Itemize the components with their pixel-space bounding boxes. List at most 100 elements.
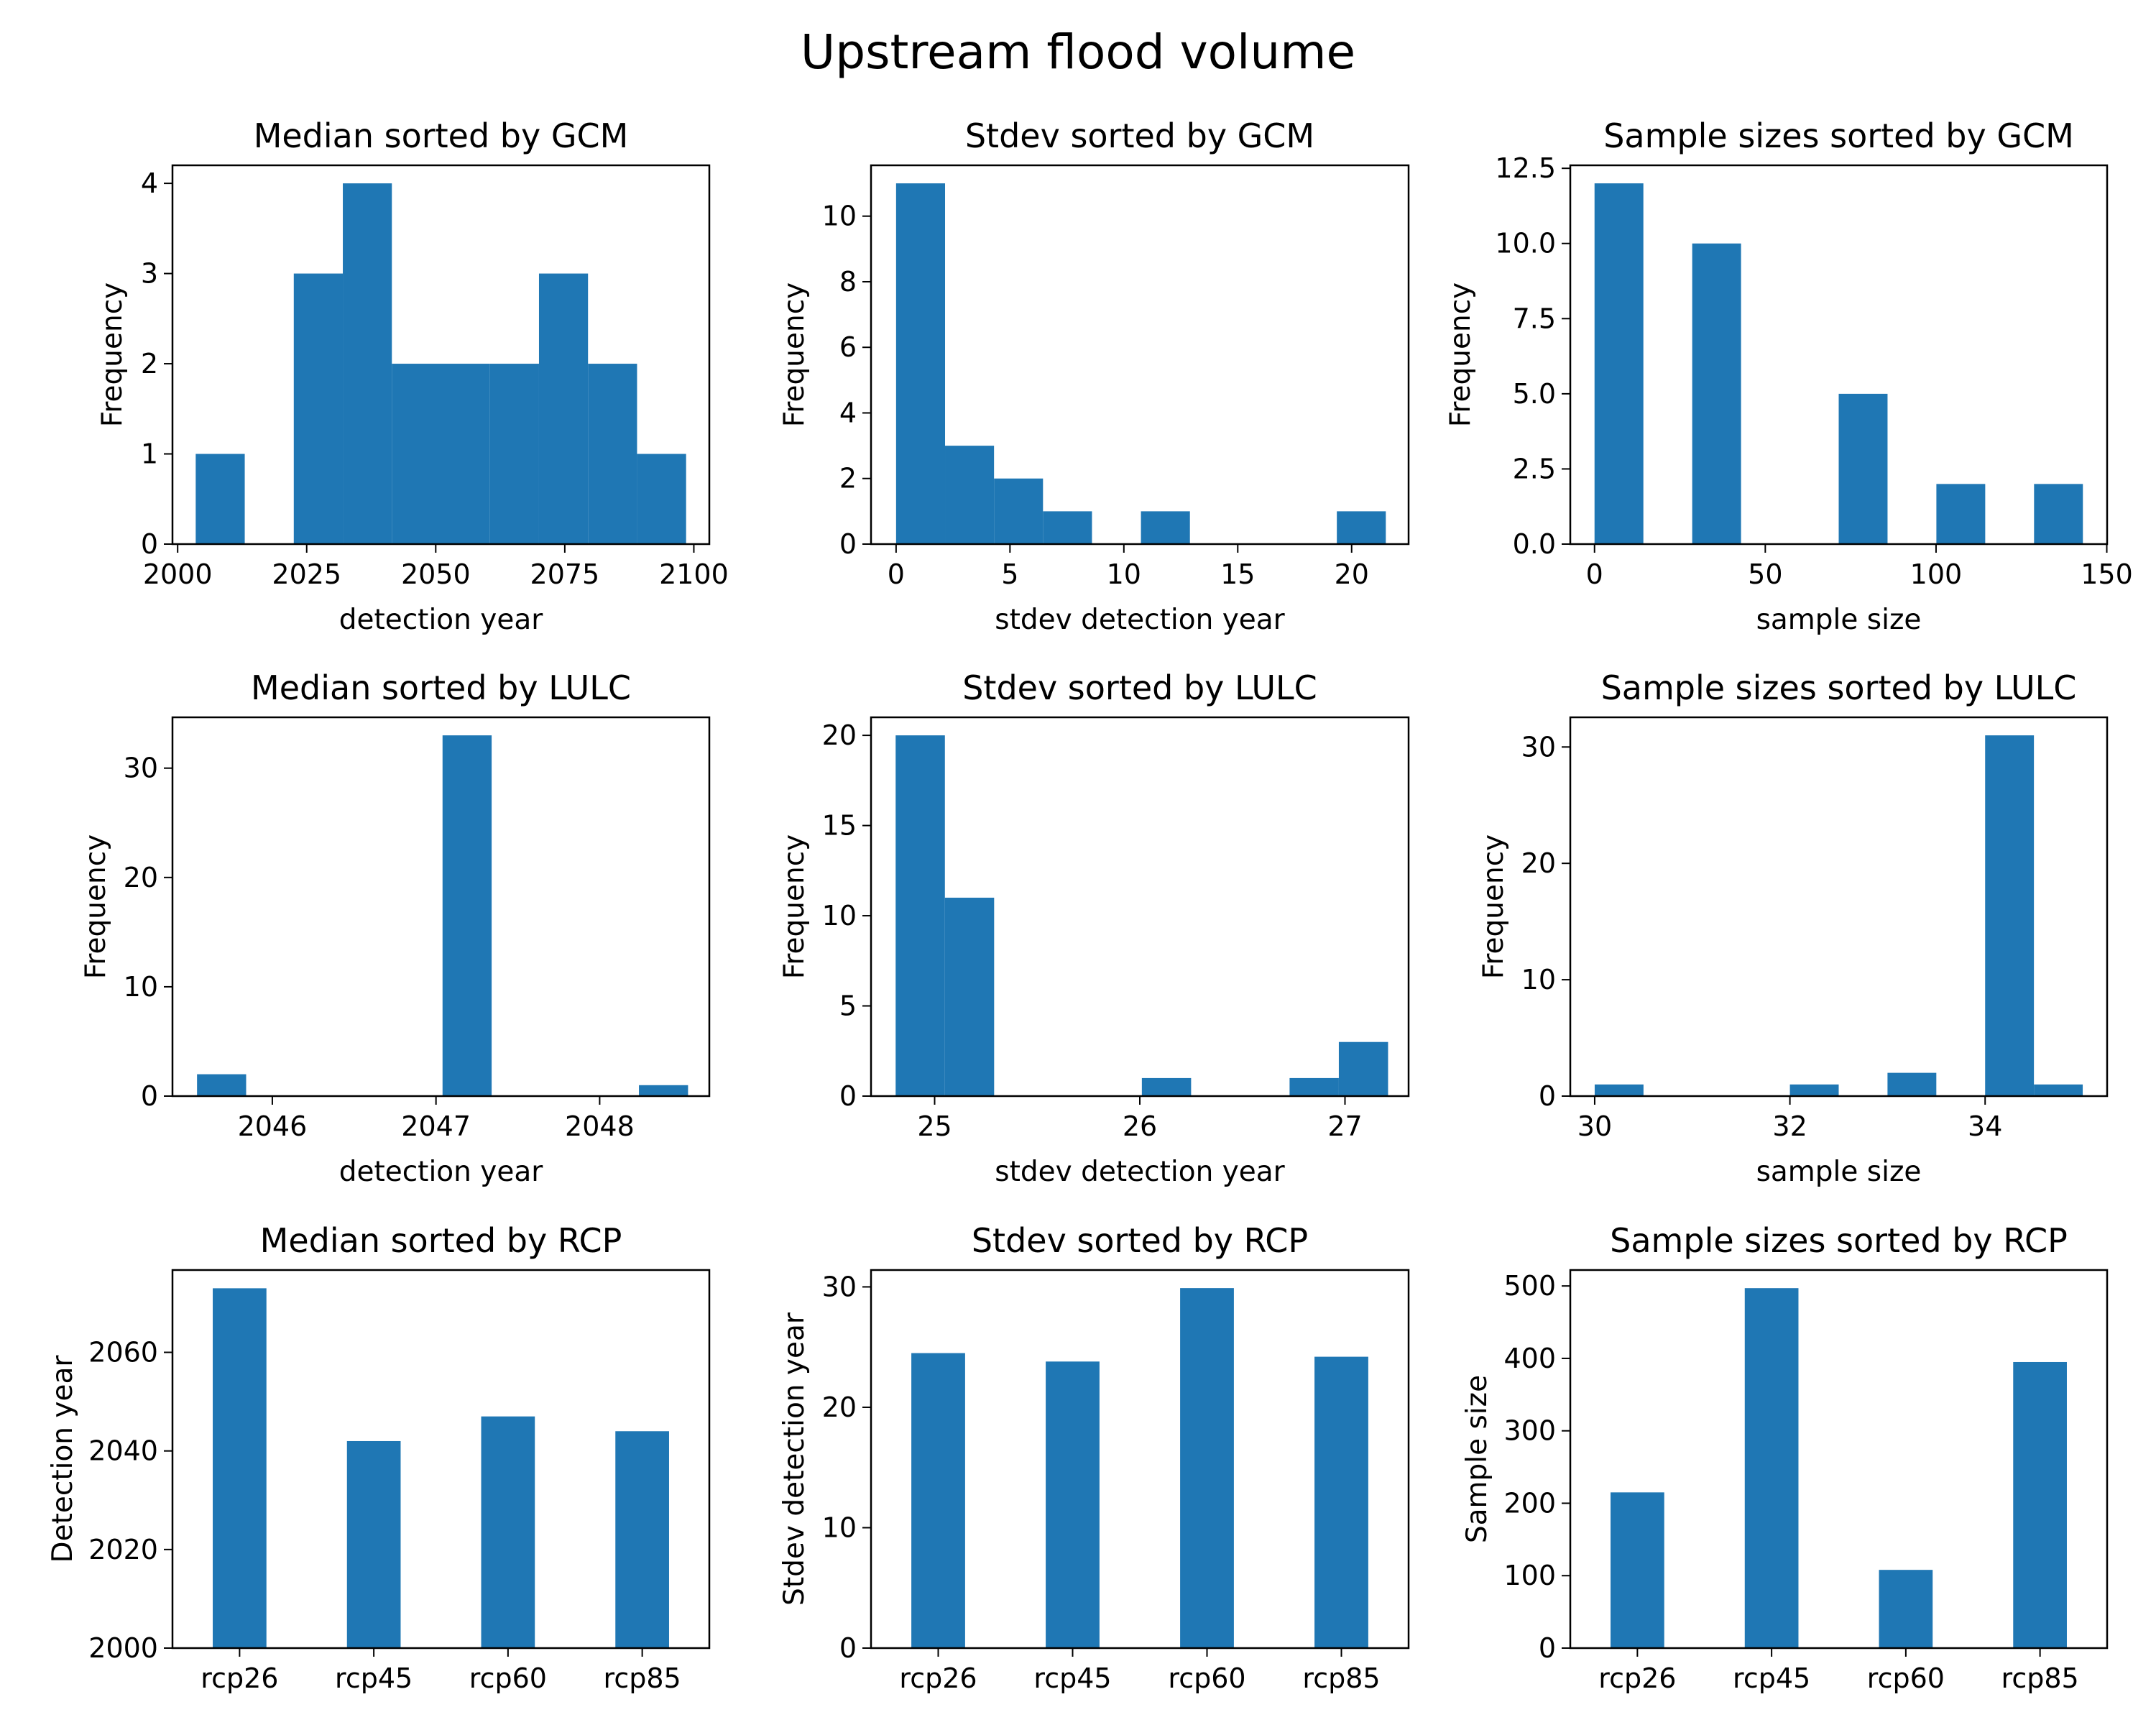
- y-tick-label: 1: [141, 438, 158, 470]
- histogram-bar: [1289, 1077, 1339, 1096]
- histogram-bar: [588, 364, 637, 544]
- y-tick-label: 2020: [88, 1534, 158, 1565]
- x-tick-label: 5: [1001, 558, 1018, 590]
- y-tick-label: 10: [124, 971, 158, 1003]
- y-axis-label: Sample size: [1461, 1375, 1493, 1543]
- histogram-bar: [1692, 243, 1741, 544]
- y-tick-label: 15: [822, 810, 857, 842]
- y-tick-label: 0: [1539, 1632, 1556, 1664]
- y-tick-label: 400: [1503, 1343, 1556, 1374]
- bar: [1046, 1361, 1100, 1648]
- y-axis-label: Frequency: [80, 834, 112, 979]
- y-tick-label: 100: [1503, 1560, 1556, 1591]
- x-tick-label: 2025: [272, 558, 341, 590]
- y-tick-label: 0: [839, 528, 857, 560]
- x-tick-label: rcp60: [469, 1662, 547, 1694]
- x-axis-label: stdev detection year: [995, 604, 1285, 636]
- subplot-6: 30 32 34 0 10 20 30 Sample sizes sorted by LULC…: [1478, 668, 2109, 1188]
- histogram-bar: [392, 364, 441, 544]
- x-tick-label: rcp45: [1733, 1662, 1810, 1694]
- histogram-bar: [343, 183, 392, 544]
- x-tick-label: rcp26: [1598, 1662, 1676, 1694]
- subplot-title: Stdev sorted by GCM: [965, 116, 1314, 155]
- y-tick-label: 3: [141, 258, 158, 290]
- x-axis-label: detection year: [339, 1156, 544, 1188]
- y-tick-label: 30: [822, 1271, 857, 1302]
- y-tick-label: 0: [1539, 1080, 1556, 1112]
- y-axis-label: Frequency: [96, 282, 129, 427]
- subplot-title: Stdev sorted by LULC: [962, 668, 1317, 707]
- bar: [1314, 1356, 1368, 1648]
- axes-frame: [870, 716, 1410, 1098]
- bar: [213, 1288, 267, 1648]
- y-axis-label: Frequency: [1445, 282, 1477, 427]
- y-tick-label: 2.5: [1513, 453, 1556, 484]
- y-axis-label: Detection year: [47, 1355, 79, 1563]
- x-axis-label: sample size: [1756, 1156, 1922, 1188]
- bar: [615, 1431, 669, 1648]
- histogram-bar: [1338, 1041, 1388, 1096]
- x-tick-label: rcp26: [201, 1662, 278, 1694]
- subplot-7: rcp26 rcp45 rcp60 rcp85 2000 2020 2040 2060 Medi…: [47, 1221, 711, 1694]
- y-tick-label: 2: [141, 348, 158, 380]
- y-tick-label: 20: [822, 719, 857, 751]
- histogram-bar: [293, 273, 344, 544]
- y-tick-label: 2060: [88, 1337, 158, 1368]
- subplot-title: Sample sizes sorted by LULC: [1601, 668, 2077, 707]
- y-tick-label: 5: [839, 990, 857, 1022]
- histogram-bar: [639, 1085, 688, 1096]
- histogram-bar: [945, 446, 995, 544]
- histogram-bar: [1887, 1072, 1937, 1096]
- histogram-bar: [1985, 735, 2035, 1096]
- y-tick-label: 0: [839, 1632, 857, 1664]
- y-tick-label: 30: [1521, 731, 1556, 763]
- y-tick-label: 5.0: [1513, 378, 1556, 410]
- bar: [2013, 1361, 2067, 1648]
- histogram-bar: [2034, 1084, 2083, 1096]
- histogram-bar: [994, 478, 1044, 544]
- histogram-bar: [195, 454, 245, 544]
- histogram-bar: [1594, 183, 1644, 544]
- histogram-bar: [538, 273, 589, 544]
- x-tick-label: 0: [888, 558, 905, 590]
- y-tick-label: 10: [822, 201, 857, 232]
- y-axis-label: Frequency: [1478, 834, 1510, 979]
- y-tick-label: 0.0: [1513, 528, 1556, 560]
- y-tick-label: 0: [141, 1080, 158, 1112]
- y-tick-label: 10: [822, 900, 857, 932]
- y-axis-label: Stdev detection year: [778, 1312, 811, 1606]
- histogram-bar: [1838, 393, 1888, 544]
- y-tick-label: 500: [1503, 1270, 1556, 1302]
- axes-frame: [171, 716, 711, 1098]
- y-tick-label: 20: [1521, 847, 1556, 879]
- x-tick-label: rcp26: [899, 1662, 977, 1694]
- subplot-title: Stdev sorted by RCP: [972, 1221, 1308, 1260]
- subplot-title: Median sorted by RCP: [260, 1221, 622, 1260]
- bar: [911, 1353, 965, 1648]
- bar: [1180, 1288, 1234, 1648]
- x-tick-label: 20: [1335, 558, 1369, 590]
- x-tick-label: 2050: [401, 558, 471, 590]
- histogram-bar: [1141, 1077, 1192, 1096]
- x-tick-label: 0: [1586, 558, 1603, 590]
- bar: [1744, 1288, 1799, 1648]
- y-tick-label: 0: [839, 1080, 857, 1112]
- histogram-bar: [1043, 511, 1092, 544]
- histogram-bar: [1936, 484, 1986, 544]
- axes-frame: [171, 1269, 711, 1650]
- y-tick-label: 12.5: [1495, 152, 1556, 184]
- x-tick-label: 2046: [238, 1110, 308, 1142]
- subplot-9: rcp26 rcp45 rcp60 rcp85 0 100 200 300 400 500 Samp…: [1461, 1221, 2109, 1694]
- y-axis-label: Frequency: [778, 834, 811, 979]
- y-tick-label: 2: [839, 463, 857, 494]
- subplot-title: Sample sizes sorted by RCP: [1610, 1221, 2068, 1260]
- subplot-8: rcp26 rcp45 rcp60 rcp85 0 10 20 30 Stdev sorted …: [778, 1221, 1410, 1694]
- y-tick-label: 2040: [88, 1435, 158, 1467]
- x-tick-label: rcp60: [1867, 1662, 1945, 1694]
- y-tick-label: 200: [1503, 1487, 1556, 1519]
- subplot-title: Median sorted by LULC: [251, 668, 631, 707]
- y-tick-label: 0: [141, 528, 158, 560]
- y-tick-label: 10: [1521, 964, 1556, 995]
- y-tick-label: 2000: [88, 1632, 158, 1664]
